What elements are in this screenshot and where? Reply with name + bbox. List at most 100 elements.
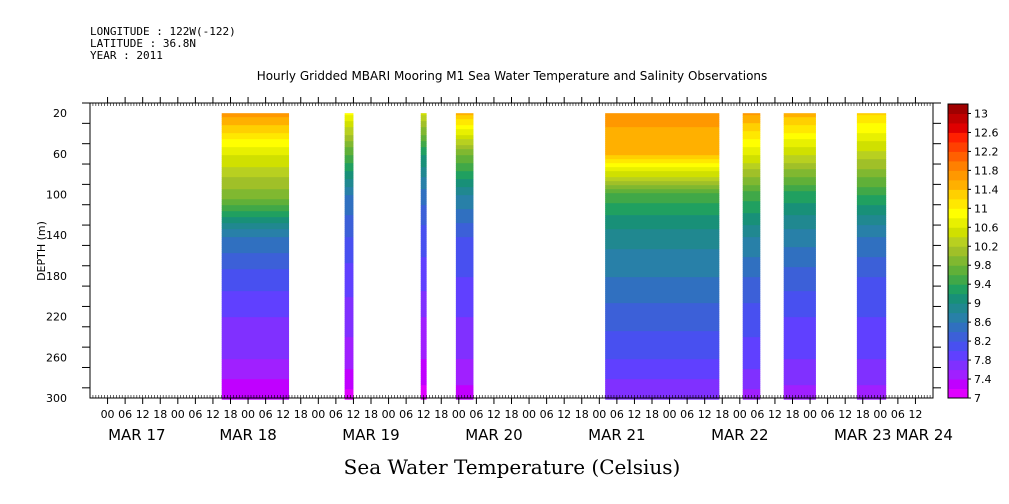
- data-cell: [455, 383, 474, 386]
- data-cell: [605, 389, 720, 392]
- data-cell: [856, 215, 887, 218]
- data-cell: [455, 219, 474, 222]
- data-cell: [221, 305, 290, 308]
- data-cell: [455, 301, 474, 304]
- data-cell: [455, 161, 474, 164]
- data-cell: [221, 281, 290, 284]
- data-cell: [783, 151, 816, 154]
- data-cell: [221, 277, 290, 280]
- data-cell: [605, 137, 720, 140]
- data-cell: [344, 135, 354, 138]
- data-cell: [344, 329, 354, 332]
- data-cell: [455, 379, 474, 382]
- data-cell: [783, 263, 816, 266]
- data-cell: [221, 259, 290, 262]
- data-cell: [856, 117, 887, 120]
- data-cell: [221, 393, 290, 396]
- data-cell: [455, 367, 474, 370]
- data-cell: [783, 249, 816, 252]
- data-cell: [420, 239, 427, 242]
- data-cell: [856, 217, 887, 220]
- data-cell: [455, 263, 474, 266]
- data-cell: [783, 199, 816, 202]
- data-cell: [344, 121, 354, 124]
- data-cell: [742, 367, 761, 370]
- data-cell: [420, 127, 427, 130]
- colorbar-swatch: [948, 360, 968, 371]
- data-cell: [420, 279, 427, 282]
- data-cell: [783, 207, 816, 210]
- data-cell: [856, 331, 887, 334]
- data-cell: [605, 247, 720, 250]
- data-cell: [344, 157, 354, 160]
- data-cell: [221, 141, 290, 144]
- data-cell: [420, 139, 427, 142]
- data-cell: [420, 283, 427, 286]
- data-cell: [742, 193, 761, 196]
- data-cell: [420, 189, 427, 192]
- data-cell: [605, 341, 720, 344]
- colorbar-swatch: [948, 208, 968, 219]
- data-cell: [783, 331, 816, 334]
- data-cell: [605, 343, 720, 346]
- data-cell: [221, 345, 290, 348]
- data-cell: [221, 343, 290, 346]
- data-cell: [344, 279, 354, 282]
- data-cell: [783, 137, 816, 140]
- data-cell: [783, 181, 816, 184]
- data-cell: [455, 207, 474, 210]
- data-cell: [742, 201, 761, 204]
- data-cell: [783, 367, 816, 370]
- colorbar-label: 12.6: [974, 126, 999, 139]
- data-cell: [742, 247, 761, 250]
- data-cell: [420, 301, 427, 304]
- data-cell: [605, 135, 720, 138]
- data-cell: [455, 129, 474, 132]
- data-cell: [742, 253, 761, 256]
- data-cell: [344, 313, 354, 316]
- data-cell: [856, 367, 887, 370]
- data-cell: [783, 373, 816, 376]
- data-cell: [856, 337, 887, 340]
- data-cell: [420, 275, 427, 278]
- data-cell: [221, 115, 290, 118]
- data-cell: [221, 351, 290, 354]
- data-cell: [605, 335, 720, 338]
- data-cell: [344, 161, 354, 164]
- data-cell: [221, 243, 290, 246]
- x-tick-label: 18: [294, 408, 308, 421]
- data-cell: [455, 245, 474, 248]
- latitude-label: LATITUDE : 36.8N: [90, 37, 196, 50]
- data-cell: [742, 117, 761, 120]
- data-cell: [455, 341, 474, 344]
- data-cell: [742, 351, 761, 354]
- data-cell: [455, 247, 474, 250]
- data-cell: [783, 121, 816, 124]
- data-cell: [420, 221, 427, 224]
- data-cell: [420, 255, 427, 258]
- data-cell: [742, 259, 761, 262]
- data-cell: [605, 123, 720, 126]
- x-day-label: MAR 23: [834, 426, 891, 444]
- data-cell: [783, 195, 816, 198]
- data-cell: [783, 387, 816, 390]
- data-cell: [742, 191, 761, 194]
- data-cell: [605, 333, 720, 336]
- data-cell: [783, 283, 816, 286]
- data-cell: [605, 381, 720, 384]
- data-cell: [344, 263, 354, 266]
- x-day-label: MAR 17: [108, 426, 165, 444]
- data-cell: [783, 377, 816, 380]
- data-cell: [856, 143, 887, 146]
- data-cell: [783, 365, 816, 368]
- data-cell: [344, 389, 354, 392]
- x-tick-label: 00: [382, 408, 396, 421]
- data-cell: [605, 283, 720, 286]
- data-cell: [221, 131, 290, 134]
- data-cell: [605, 113, 720, 116]
- x-tick-label: 12: [768, 408, 782, 421]
- data-cell: [783, 173, 816, 176]
- data-cell: [856, 221, 887, 224]
- data-cell: [605, 299, 720, 302]
- data-cell: [605, 223, 720, 226]
